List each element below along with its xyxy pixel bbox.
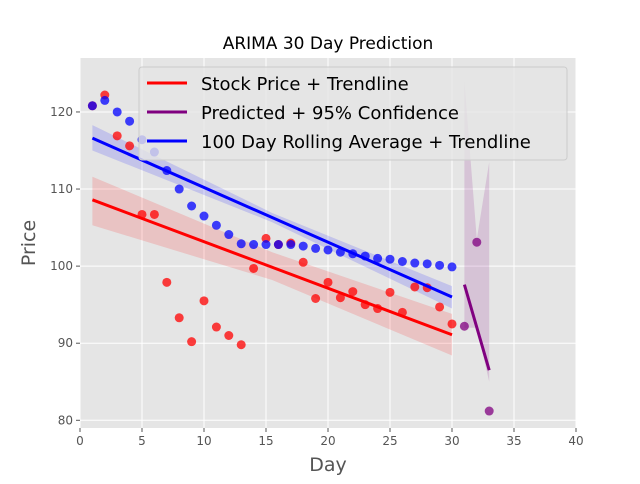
trend-line-predicted (462, 284, 491, 371)
chart-title: ARIMA 30 Day Prediction (223, 34, 434, 54)
data-point-rolling (87, 101, 97, 111)
legend-label-stock: Stock Price + Trendline (201, 74, 409, 95)
data-point-rolling (311, 243, 321, 253)
data-point-stock (199, 296, 209, 306)
data-point-rolling (211, 220, 221, 230)
data-point-predicted (484, 406, 494, 416)
data-point-rolling (261, 240, 271, 250)
legend: Stock Price + Trendline Predicted + 95% … (138, 66, 568, 161)
data-point-stock (323, 277, 333, 287)
data-point-rolling (125, 116, 135, 126)
data-point-stock (149, 209, 159, 219)
x-tick-label: 35 (506, 434, 521, 448)
data-point-rolling (410, 258, 420, 268)
data-point-stock (224, 331, 234, 340)
data-point-stock (211, 322, 221, 332)
data-point-rolling (199, 211, 209, 221)
x-tick-label: 15 (258, 434, 273, 448)
x-tick-label: 25 (382, 434, 397, 448)
legend-box (138, 66, 568, 161)
data-point-stock (261, 233, 271, 243)
data-point-stock (112, 131, 122, 141)
data-point-predicted (459, 321, 469, 331)
data-point-rolling (273, 240, 283, 250)
data-point-stock (348, 287, 358, 297)
data-point-stock (435, 302, 445, 312)
trend-line-rolling (91, 136, 453, 299)
data-point-stock (174, 313, 184, 323)
data-point-rolling (435, 260, 445, 270)
x-tick-label: 5 (138, 434, 146, 448)
trend-line-stock (91, 198, 453, 337)
data-point-predicted (472, 237, 482, 247)
data-point-rolling (249, 240, 259, 250)
data-point-stock (187, 337, 197, 347)
y-tick-label: 110 (50, 182, 73, 196)
y-axis-label: Price (18, 220, 40, 266)
data-point-stock (298, 257, 308, 267)
data-point-rolling (373, 253, 383, 263)
data-point-rolling (447, 262, 457, 272)
data-point-rolling (286, 240, 296, 250)
data-point-rolling (397, 257, 407, 266)
data-point-stock (125, 141, 135, 151)
data-point-stock (385, 287, 395, 297)
y-tick-label: 100 (50, 259, 73, 273)
legend-label-rolling: 100 Day Rolling Average + Trendline (201, 132, 531, 153)
x-tick-label: 40 (568, 434, 583, 448)
legend-label-predicted: Predicted + 95% Confidence (201, 103, 459, 124)
x-tick-label: 0 (76, 434, 84, 448)
data-point-rolling (236, 239, 246, 249)
data-point-stock (236, 340, 246, 350)
data-point-rolling (100, 95, 110, 105)
data-point-rolling (298, 241, 308, 251)
axis-ticks: 0 5 10 15 20 25 30 35 40 80 90 100 110 120 (50, 105, 584, 448)
data-point-rolling (112, 107, 122, 117)
trend-lines (91, 136, 491, 371)
x-tick-label: 10 (196, 434, 211, 448)
data-point-rolling (187, 201, 197, 211)
data-point-stock (410, 282, 420, 292)
y-tick-label: 80 (58, 413, 73, 427)
data-point-stock (447, 319, 457, 329)
x-axis-label: Day (309, 454, 347, 476)
data-point-rolling (385, 254, 395, 264)
x-tick-label: 20 (320, 434, 335, 448)
y-tick-label: 90 (58, 336, 73, 350)
data-point-rolling (174, 184, 184, 194)
y-tick-label: 120 (50, 105, 73, 119)
data-point-stock (335, 293, 345, 303)
data-point-stock (249, 263, 259, 273)
x-tick-label: 30 (444, 434, 459, 448)
data-point-rolling (323, 245, 333, 255)
data-point-rolling (422, 259, 432, 269)
data-point-rolling (224, 230, 234, 240)
data-point-stock (162, 277, 172, 287)
data-point-stock (311, 294, 321, 303)
